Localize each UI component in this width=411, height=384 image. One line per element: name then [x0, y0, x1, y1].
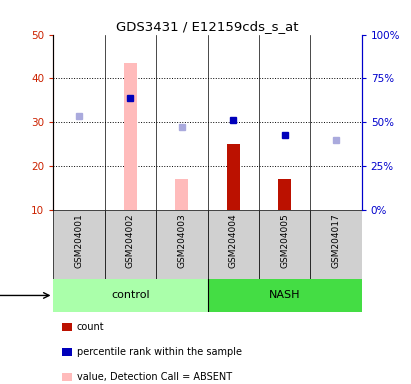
Text: GSM204005: GSM204005: [280, 214, 289, 268]
Text: GSM204004: GSM204004: [229, 214, 238, 268]
Bar: [124, 63, 137, 210]
Text: NASH: NASH: [269, 290, 300, 300]
Bar: [278, 179, 291, 210]
Bar: [259, 210, 310, 279]
Bar: [208, 210, 259, 279]
Bar: [53, 279, 208, 312]
Text: value, Detection Call = ABSENT: value, Detection Call = ABSENT: [77, 372, 232, 382]
Bar: [105, 210, 156, 279]
Bar: [227, 144, 240, 210]
Bar: [175, 179, 188, 210]
Text: count: count: [77, 322, 104, 332]
Title: GDS3431 / E12159cds_s_at: GDS3431 / E12159cds_s_at: [116, 20, 299, 33]
Text: GSM204017: GSM204017: [332, 214, 340, 268]
Text: GSM204002: GSM204002: [126, 214, 135, 268]
Bar: [156, 210, 208, 279]
Bar: [53, 210, 105, 279]
Bar: [310, 210, 362, 279]
Text: GSM204001: GSM204001: [75, 214, 83, 268]
Text: percentile rank within the sample: percentile rank within the sample: [77, 347, 242, 357]
Text: GSM204003: GSM204003: [178, 214, 186, 268]
Bar: [208, 279, 362, 312]
Text: control: control: [111, 290, 150, 300]
